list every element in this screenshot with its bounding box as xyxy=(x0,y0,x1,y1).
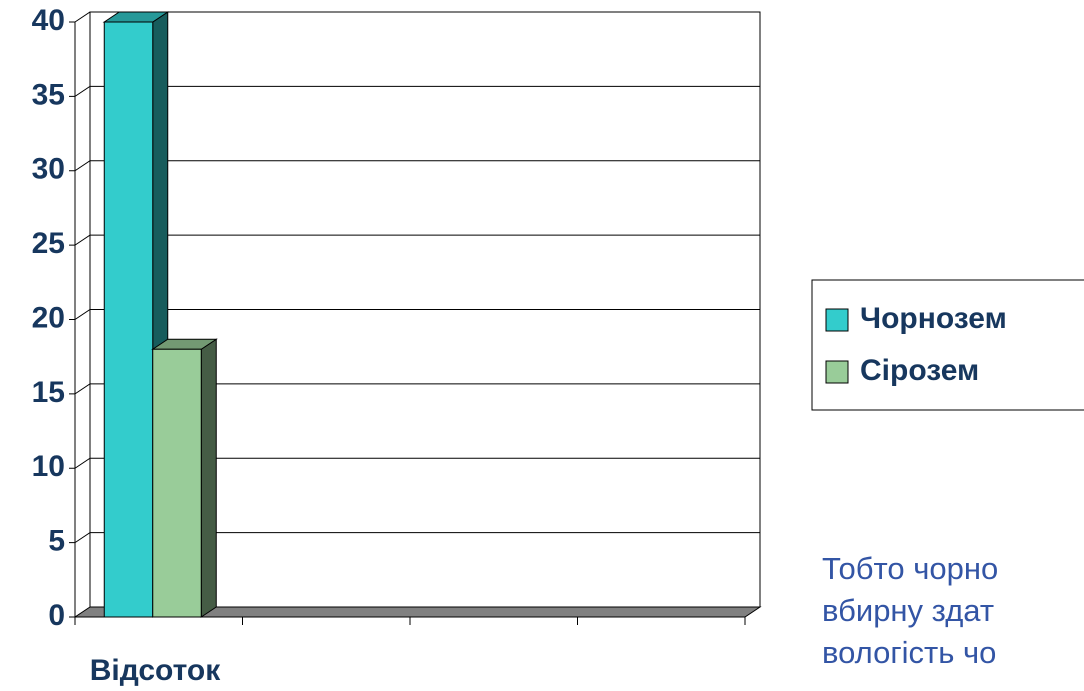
grid-line xyxy=(74,383,760,395)
y-tick-label: 10 xyxy=(32,450,65,483)
legend-label: Сірозем xyxy=(860,354,979,387)
note-line: вологість чо xyxy=(822,635,997,670)
grid-line xyxy=(74,160,760,172)
legend-box xyxy=(811,279,1084,411)
y-tick-label: 20 xyxy=(32,301,65,334)
y-tick-label: 0 xyxy=(48,599,65,632)
grid-line xyxy=(74,457,760,469)
note-line: Тобто чорно xyxy=(822,551,999,586)
y-tick-label: 35 xyxy=(32,78,65,111)
grid-line xyxy=(74,85,760,97)
note-line: вбирну здат xyxy=(822,593,995,628)
bar xyxy=(152,348,202,618)
grid-line xyxy=(74,234,760,246)
legend-swatch xyxy=(825,360,849,384)
y-tick-label: 15 xyxy=(32,376,65,409)
y-tick-label: 30 xyxy=(32,153,65,186)
grid-line xyxy=(74,309,760,320)
note: Тобто чорно вбирну здат вологість чо xyxy=(822,548,1084,691)
bar-side xyxy=(200,338,217,618)
bar xyxy=(103,21,154,618)
y-tick-label: 40 xyxy=(32,4,65,37)
x-tick-label: Відсоток xyxy=(90,654,222,687)
floor xyxy=(73,606,762,618)
grid-line xyxy=(74,11,760,23)
y-tick-label: 5 xyxy=(48,525,65,558)
grid-line xyxy=(74,532,760,544)
legend-label: Чорнозем xyxy=(860,302,1007,335)
legend-swatch xyxy=(825,308,849,332)
y-tick-label: 25 xyxy=(32,227,65,260)
